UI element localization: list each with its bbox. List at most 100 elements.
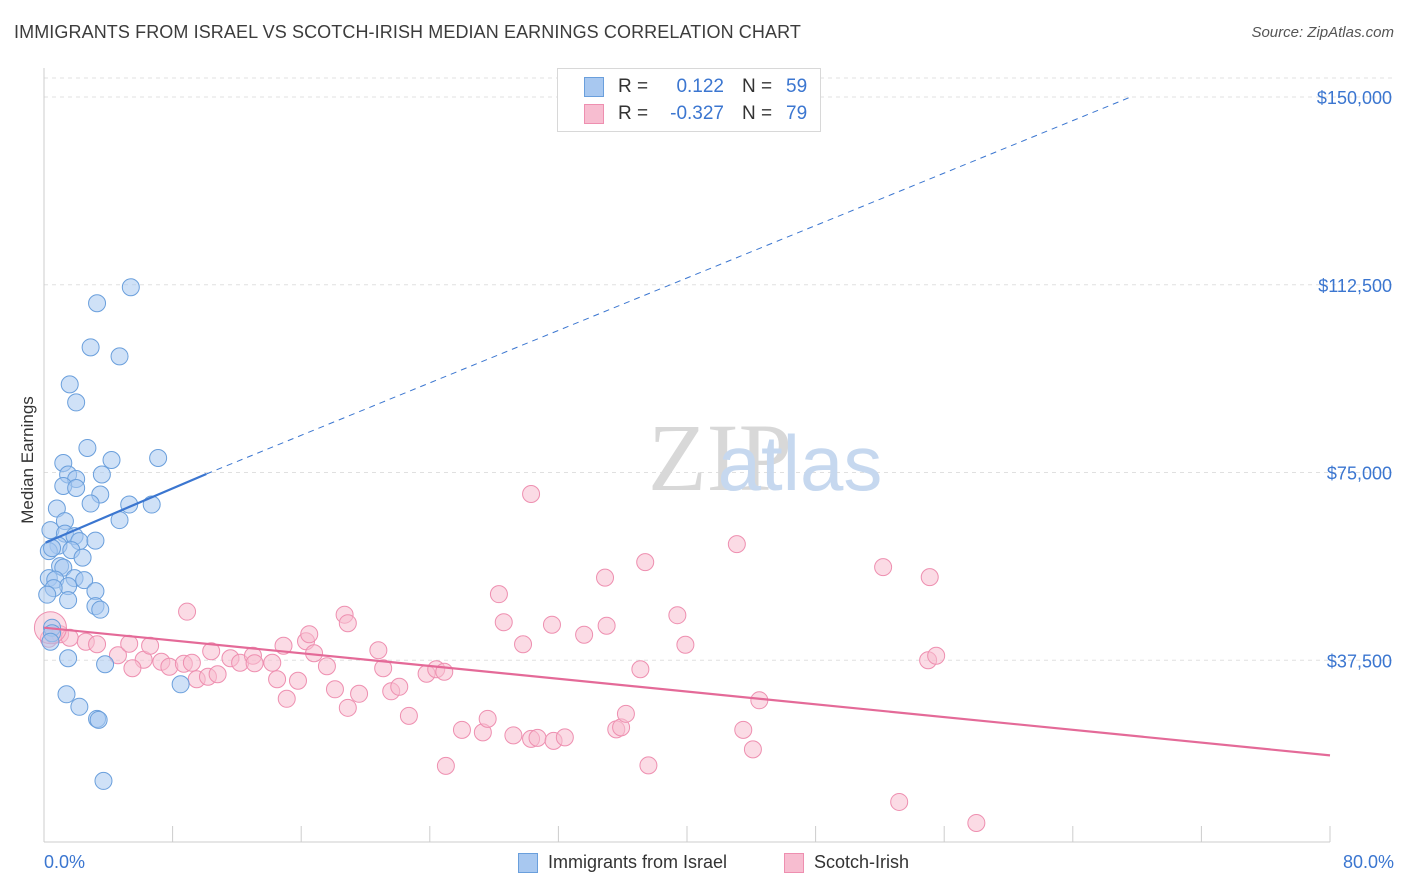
axes [43, 68, 1331, 843]
legend-row-scotch: R = -0.327 N = 79 [584, 102, 807, 126]
israel-point [86, 582, 105, 601]
israel-swatch [584, 77, 604, 97]
scotch-swatch [584, 104, 604, 124]
israel-point [41, 632, 60, 651]
watermark-zip: ZIP [648, 404, 792, 511]
n-value: 79 [786, 103, 808, 124]
scotch-irish-point [338, 614, 357, 633]
israel-point [78, 438, 97, 457]
scotch-irish-point [528, 728, 547, 747]
scotch-irish-point [399, 706, 418, 725]
scotch-irish-point [300, 625, 319, 644]
n-value: 59 [786, 76, 808, 97]
scotch-irish-point [668, 606, 687, 625]
scotch-irish-point [542, 615, 561, 634]
scotch-legend-label: Scotch-Irish [814, 852, 910, 872]
israel-point [149, 448, 168, 467]
scotch-irish-point [390, 677, 409, 696]
scotch-irish-point [504, 726, 523, 745]
israel-point [67, 393, 86, 412]
israel-point [73, 548, 92, 567]
israel-point [86, 531, 105, 550]
scotch-irish-point [108, 646, 127, 665]
israel-point [89, 710, 108, 729]
scotch-irish-point [522, 485, 541, 504]
israel-point [92, 465, 111, 484]
scotch-irish-point [639, 756, 658, 775]
scotch-irish-point [597, 616, 616, 635]
israel-trend-extension [206, 96, 1131, 475]
scotch-irish-point [288, 671, 307, 690]
israel-point [121, 278, 140, 297]
x-tick-label-max: 80.0% [1342, 852, 1394, 872]
scotch-irish-point [890, 792, 909, 811]
y-tick-label: $37,500 [1327, 651, 1392, 671]
bottom-legend-israel: Immigrants from Israel [518, 852, 727, 873]
bottom-legend-scotch: Scotch-Irish [784, 852, 909, 873]
y-axis-label: Median Earnings [18, 396, 37, 524]
legend-row-israel: R = 0.122 N = 59 [584, 75, 807, 99]
scotch-irish-points [33, 485, 986, 832]
scotch-irish-point [202, 642, 221, 661]
scotch-irish-point [636, 553, 655, 572]
israel-point [91, 600, 110, 619]
r-label: R = [618, 103, 649, 124]
israel-point [67, 479, 86, 498]
scotch-irish-point [325, 680, 344, 699]
israel-legend-swatch [518, 852, 538, 873]
scotch-irish-point [338, 698, 357, 717]
y-tick-label: $112,500 [1318, 276, 1392, 296]
scotch-irish-point [452, 720, 471, 739]
scotch-irish-point [245, 654, 264, 673]
israel-point [38, 585, 57, 604]
scotch-irish-point [920, 568, 939, 587]
scotch-irish-point [676, 635, 695, 654]
source-label: Source: ZipAtlas.com [1251, 24, 1394, 41]
israel-point [60, 375, 79, 394]
scotch-irish-point [277, 689, 296, 708]
israel-trend-line [45, 472, 207, 544]
y-tick-labels: $37,500 $75,000 $112,500 $150,000 [1317, 88, 1392, 671]
scotch-irish-point [874, 558, 893, 577]
israel-point [96, 655, 115, 674]
n-label: N = [742, 103, 773, 124]
scotch-irish-point [317, 657, 336, 676]
scotch-irish-point [616, 704, 635, 723]
israel-point [57, 685, 76, 704]
scotch-irish-point [263, 653, 282, 672]
israel-point [75, 571, 94, 590]
scotch-irish-point [631, 660, 650, 679]
scotch-irish-point [743, 740, 762, 759]
r-label: R = [618, 76, 649, 97]
israel-legend-label: Immigrants from Israel [548, 852, 728, 872]
y-tick-label: $75,000 [1327, 464, 1392, 484]
israel-point [59, 591, 78, 610]
r-value: -0.327 [670, 103, 724, 124]
scotch-irish-point [88, 635, 107, 654]
n-label: N = [742, 76, 773, 97]
israel-point [94, 771, 113, 790]
scotch-irish-point [555, 728, 574, 747]
israel-point [81, 338, 100, 357]
watermark-atlas: atlas [718, 419, 883, 507]
r-value: 0.122 [676, 76, 724, 97]
scotch-irish-point [436, 756, 455, 775]
y-tick-label: $150,000 [1317, 88, 1392, 108]
scotch-irish-point [494, 613, 513, 632]
gridlines [44, 77, 1394, 661]
scotch-irish-point [596, 568, 615, 587]
x-tick-label-min: 0.0% [44, 852, 86, 872]
israel-point [171, 675, 190, 694]
scotch-irish-point [350, 684, 369, 703]
israel-point [110, 347, 129, 366]
scotch-irish-point [967, 813, 986, 832]
scotch-irish-point [374, 659, 393, 678]
scotch-irish-point [478, 709, 497, 728]
israel-point [70, 697, 89, 716]
israel-point [102, 450, 121, 469]
chart-title: IMMIGRANTS FROM ISRAEL VS SCOTCH-IRISH M… [14, 22, 801, 42]
scotch-irish-point [208, 665, 227, 684]
scotch-irish-point [489, 585, 508, 604]
trend-lines [43, 96, 1331, 757]
scotch-irish-point [734, 720, 753, 739]
